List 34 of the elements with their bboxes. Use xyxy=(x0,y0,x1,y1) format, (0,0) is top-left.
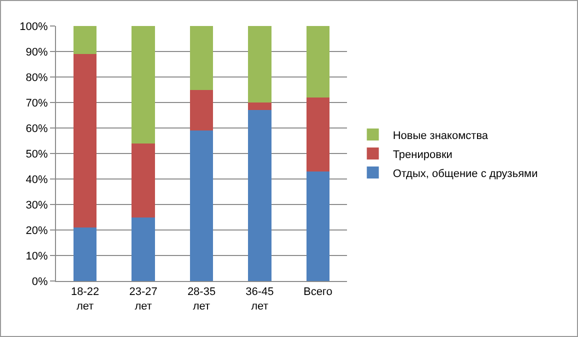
bar xyxy=(132,26,155,144)
x-tick-label: 36-45 лет xyxy=(246,286,274,312)
bar xyxy=(73,227,97,281)
y-tick-label: 40% xyxy=(26,174,48,186)
y-tick-label: 10% xyxy=(26,250,48,262)
y-tick-label: 30% xyxy=(26,199,48,212)
y-tick-label: 90% xyxy=(26,46,48,58)
y-tick-label: 50% xyxy=(26,148,48,160)
bar xyxy=(248,110,272,281)
legend-label: Отдых, общение с друзьями xyxy=(392,168,538,180)
bar xyxy=(306,97,330,172)
y-tick-label: 100% xyxy=(20,20,48,33)
y-tick-label: 20% xyxy=(26,224,48,237)
bar xyxy=(73,54,97,228)
x-tick-label: 23-27 лет xyxy=(129,286,158,312)
bar xyxy=(248,26,272,102)
x-tick-label: 28-35 лет xyxy=(187,286,216,312)
bar xyxy=(190,26,214,90)
y-tick-label: 80% xyxy=(26,72,48,84)
legend-label: Новые знакомства xyxy=(392,130,489,142)
bar xyxy=(306,171,330,281)
bar xyxy=(73,26,97,54)
bar xyxy=(132,217,155,281)
legend-label: Тренировки xyxy=(392,148,452,161)
y-tick-label: 0% xyxy=(32,276,48,288)
bar xyxy=(190,90,214,131)
bar xyxy=(306,26,330,98)
bar xyxy=(132,143,155,218)
bar xyxy=(248,102,272,110)
y-tick-label: 60% xyxy=(26,122,48,135)
bar xyxy=(190,130,214,281)
x-tick-label: 18-22 лет xyxy=(71,286,100,312)
y-tick-label: 70% xyxy=(26,97,48,110)
x-tick-label: Всего xyxy=(303,286,332,298)
